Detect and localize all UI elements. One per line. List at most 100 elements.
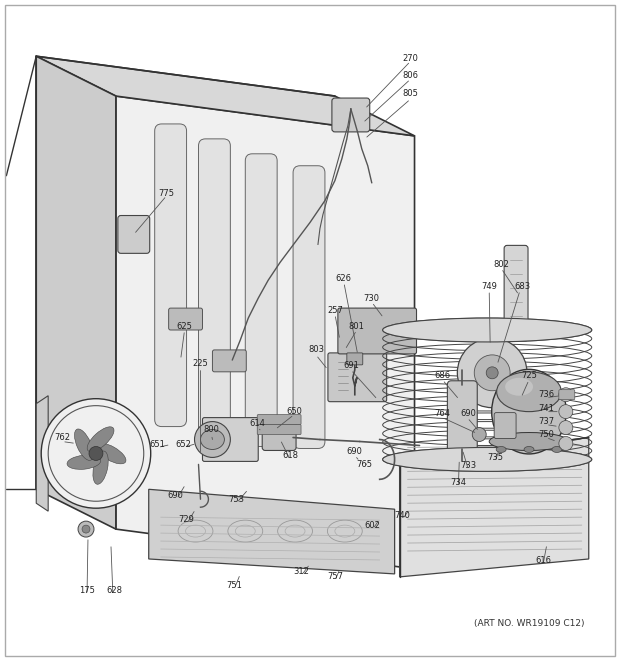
Text: eReplacementParts.com: eReplacementParts.com — [242, 355, 378, 365]
Text: 800: 800 — [203, 425, 219, 434]
FancyBboxPatch shape — [118, 215, 149, 253]
FancyBboxPatch shape — [559, 390, 575, 400]
Text: 651: 651 — [150, 440, 166, 449]
Text: 312: 312 — [293, 567, 309, 576]
FancyBboxPatch shape — [155, 124, 187, 426]
Text: 725: 725 — [521, 371, 537, 380]
Circle shape — [41, 399, 151, 508]
Circle shape — [89, 446, 103, 461]
Text: 628: 628 — [106, 586, 122, 596]
Polygon shape — [400, 438, 589, 577]
Polygon shape — [36, 396, 48, 511]
Text: 730: 730 — [364, 293, 379, 303]
Ellipse shape — [489, 432, 569, 450]
FancyBboxPatch shape — [257, 424, 301, 434]
FancyBboxPatch shape — [262, 416, 296, 450]
Text: 225: 225 — [193, 360, 208, 368]
Text: (ART NO. WR19109 C12): (ART NO. WR19109 C12) — [474, 619, 584, 628]
Polygon shape — [36, 56, 116, 529]
Ellipse shape — [74, 429, 93, 461]
Ellipse shape — [93, 451, 108, 485]
Text: 806: 806 — [402, 71, 418, 79]
Text: 686: 686 — [435, 371, 451, 380]
Text: 175: 175 — [79, 586, 95, 596]
Text: 602: 602 — [365, 521, 381, 529]
Text: 734: 734 — [450, 478, 466, 486]
Ellipse shape — [383, 318, 591, 342]
FancyBboxPatch shape — [328, 353, 387, 402]
Circle shape — [559, 420, 573, 434]
Text: 765: 765 — [356, 460, 373, 469]
Circle shape — [195, 422, 231, 457]
Text: 741: 741 — [538, 404, 554, 413]
Text: 775: 775 — [159, 189, 175, 198]
Polygon shape — [116, 96, 415, 569]
FancyBboxPatch shape — [448, 381, 477, 453]
Circle shape — [486, 367, 498, 379]
Text: 735: 735 — [487, 453, 503, 462]
Text: 614: 614 — [249, 419, 265, 428]
Text: 757: 757 — [327, 572, 343, 582]
Ellipse shape — [383, 447, 591, 471]
Ellipse shape — [200, 430, 224, 449]
Text: 762: 762 — [54, 433, 70, 442]
FancyBboxPatch shape — [257, 414, 301, 424]
Text: 691: 691 — [343, 362, 359, 370]
FancyBboxPatch shape — [347, 353, 363, 365]
Text: 740: 740 — [395, 511, 410, 520]
Ellipse shape — [497, 372, 561, 412]
Text: 749: 749 — [481, 282, 497, 291]
Ellipse shape — [505, 378, 533, 396]
FancyBboxPatch shape — [338, 308, 417, 354]
FancyBboxPatch shape — [504, 245, 528, 341]
Circle shape — [458, 338, 527, 408]
Text: 803: 803 — [308, 346, 324, 354]
Text: 737: 737 — [538, 417, 554, 426]
Text: 683: 683 — [514, 282, 530, 291]
FancyBboxPatch shape — [169, 308, 203, 330]
FancyBboxPatch shape — [203, 418, 259, 461]
Ellipse shape — [96, 443, 126, 464]
Ellipse shape — [492, 369, 566, 454]
Text: 650: 650 — [286, 407, 302, 416]
Text: 616: 616 — [535, 557, 551, 565]
FancyBboxPatch shape — [213, 350, 246, 372]
Polygon shape — [149, 489, 394, 574]
Text: 736: 736 — [538, 390, 554, 399]
Text: 733: 733 — [460, 461, 476, 470]
Text: 750: 750 — [538, 430, 554, 439]
FancyBboxPatch shape — [293, 166, 325, 448]
Text: 764: 764 — [435, 409, 450, 418]
Text: 626: 626 — [336, 274, 352, 283]
Text: 690: 690 — [347, 447, 363, 456]
Ellipse shape — [67, 455, 100, 469]
Text: 690: 690 — [461, 409, 476, 418]
Circle shape — [559, 436, 573, 450]
Polygon shape — [36, 56, 415, 136]
Text: 802: 802 — [493, 260, 509, 269]
Circle shape — [559, 388, 573, 402]
Ellipse shape — [496, 446, 506, 452]
Text: 751: 751 — [226, 582, 242, 590]
FancyBboxPatch shape — [332, 98, 370, 132]
Circle shape — [472, 428, 486, 442]
Text: 270: 270 — [402, 54, 418, 63]
Text: 652: 652 — [175, 440, 192, 449]
Ellipse shape — [524, 446, 534, 452]
Text: 801: 801 — [349, 321, 365, 330]
FancyBboxPatch shape — [246, 154, 277, 446]
Text: 257: 257 — [327, 305, 343, 315]
Text: 618: 618 — [282, 451, 298, 460]
Ellipse shape — [552, 446, 562, 452]
FancyBboxPatch shape — [198, 139, 231, 436]
Circle shape — [559, 405, 573, 418]
Text: 625: 625 — [177, 321, 192, 330]
Text: 690: 690 — [167, 490, 184, 500]
Circle shape — [78, 521, 94, 537]
Text: 729: 729 — [179, 515, 195, 524]
Text: 805: 805 — [402, 89, 418, 98]
Text: 753: 753 — [228, 494, 244, 504]
FancyBboxPatch shape — [494, 412, 516, 438]
Circle shape — [82, 525, 90, 533]
Circle shape — [474, 355, 510, 391]
